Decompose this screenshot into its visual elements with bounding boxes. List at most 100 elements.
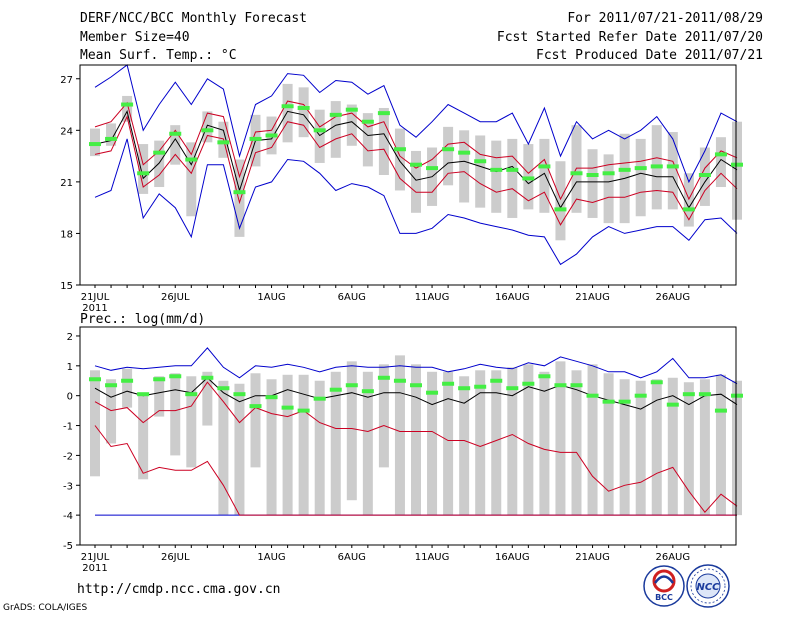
prec-xtick-label: 16AUG [495, 552, 530, 563]
prec-spread-box [699, 379, 710, 516]
prec-observed-mark [506, 386, 519, 391]
prec-observed-mark [426, 390, 439, 395]
prec-ytick-label: 1 [67, 362, 73, 373]
prec-spread-line [94, 381, 738, 513]
temp-observed-mark [570, 171, 583, 176]
prec-observed-mark [377, 375, 390, 380]
prec-spread-box [346, 361, 357, 501]
temp-observed-mark [682, 207, 695, 212]
temp-xtick-label: 21AUG [575, 292, 610, 303]
prec-ytick-label: -5 [63, 541, 73, 552]
temp-observed-mark [666, 164, 679, 169]
temp-observed-mark [313, 128, 326, 133]
temp-observed-mark [650, 164, 663, 169]
temp-spread-box [667, 132, 678, 210]
prec-observed-mark [538, 374, 551, 379]
temp-observed-mark [329, 112, 342, 117]
prec-spread-box [154, 376, 165, 417]
temp-observed-mark [217, 140, 230, 145]
temp-xtick-label: 21JUL [81, 292, 110, 303]
temp-observed-mark [490, 167, 503, 172]
temp-panel: 15 18 21 24 27 21JUL 26JUL 1AUG 6AUG 11AUG 16AUG 21… [60, 64, 743, 314]
prec-frame [79, 326, 737, 546]
temp-spread-box [507, 138, 518, 218]
prec-ytick-label: -4 [63, 511, 73, 522]
temp-spread-box [362, 113, 373, 167]
prec-spread-box [394, 355, 405, 516]
prec-ytick-label: -2 [63, 451, 73, 462]
prec-observed-mark [714, 408, 727, 413]
temp-spread-box [234, 159, 245, 237]
temp-observed-mark [377, 111, 390, 116]
temp-spread-box [411, 150, 421, 213]
temp-observed-mark [281, 104, 294, 109]
temp-observed-mark [474, 159, 487, 164]
temp-observed-mark [361, 119, 374, 124]
prec-spread-box [555, 361, 566, 516]
start-date: Fcst Started Refer Date 2011/07/20 [496, 30, 763, 45]
prec-spread-box [715, 374, 726, 516]
temp-observed-mark [442, 147, 455, 152]
temp-xtick-label: 11AUG [415, 292, 450, 303]
prec-ytick-label: 0 [67, 392, 73, 403]
prec-observed-mark [185, 392, 198, 397]
prec-observed-mark [522, 381, 535, 386]
prec-spread-box [138, 395, 149, 480]
prec-observed-mark [217, 386, 230, 391]
prec-spread-box [250, 373, 261, 468]
prec-observed-mark [345, 383, 358, 388]
source-url[interactable]: http://cmdp.ncc.cma.gov.cn [77, 582, 281, 597]
prec-observed-mark [201, 375, 214, 380]
prec-spread-box [667, 377, 678, 516]
prec-spread-box [266, 379, 277, 516]
temp-observed-mark [153, 150, 166, 155]
prec-observed-mark [458, 386, 471, 391]
temp-observed-mark [121, 102, 134, 107]
temp-spread-box [394, 128, 405, 191]
prec-observed-mark [682, 392, 695, 397]
temp-spread-box [459, 130, 470, 203]
temp-xtick-label: 26JUL [161, 292, 190, 303]
prec-ytick-label: -3 [63, 481, 73, 492]
temp-year-label: 2011 [82, 303, 107, 314]
prec-observed-mark [281, 405, 294, 410]
temp-spread-box [282, 83, 293, 143]
prec-spread-box [218, 380, 229, 516]
prec-observed-mark [137, 392, 150, 397]
prec-spread-box [571, 370, 582, 516]
forecast-period: For 2011/07/21-2011/08/29 [567, 11, 763, 26]
prec-spread-box [587, 364, 598, 516]
prec-xtick-label: 11AUG [415, 552, 450, 563]
temp-spread-box [378, 107, 389, 175]
temp-observed-mark [618, 167, 631, 172]
temp-spread-box [106, 123, 117, 146]
temp-spread-box [635, 138, 646, 217]
prec-lower-line [94, 425, 737, 516]
prec-xtick-label: 6AUG [338, 552, 366, 563]
temp-observed-mark [731, 162, 743, 167]
prec-spread-box [378, 364, 389, 468]
variable-label: Mean Surf. Temp.: °C [80, 48, 237, 63]
prec-spread-box [491, 370, 502, 516]
temp-spread-box [555, 161, 566, 241]
temp-observed-mark [345, 107, 358, 112]
temp-lower-line [94, 115, 738, 226]
grads-credit: GrADS: COLA/IGES [3, 603, 88, 613]
prec-observed-mark [265, 395, 278, 400]
prec-spread-box [170, 373, 181, 456]
prec-spread-box [186, 376, 197, 468]
prec-observed-mark [329, 387, 342, 392]
prec-observed-mark [105, 383, 118, 388]
temp-xtick-label: 26AUG [655, 292, 690, 303]
prec-spread-box [314, 380, 325, 516]
prec-observed-mark [570, 383, 583, 388]
temp-observed-mark [602, 171, 615, 176]
temp-observed-mark [554, 207, 567, 212]
prec-spread-box [603, 373, 614, 516]
temp-spread-box [122, 95, 133, 122]
prec-observed-mark [121, 378, 134, 383]
prec-spread-box [427, 371, 438, 516]
temp-observed-mark [89, 142, 101, 147]
prec-observed-mark [602, 399, 615, 404]
